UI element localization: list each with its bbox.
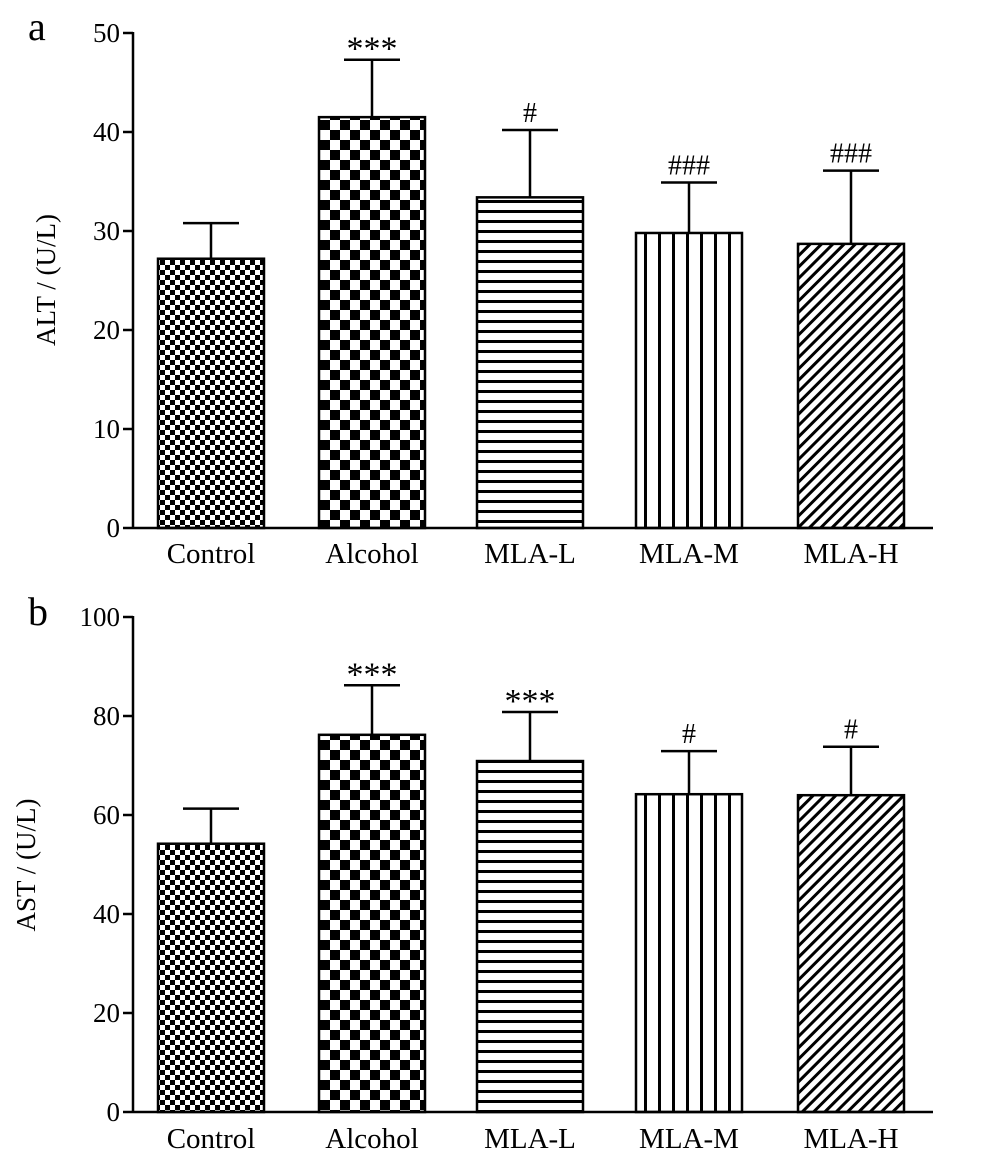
- significance-label: ***: [347, 31, 398, 68]
- significance-label: #: [682, 719, 696, 750]
- y-tick-label: 50: [93, 18, 120, 48]
- y-tick-label: 0: [107, 513, 121, 543]
- y-tick-label: 0: [107, 1097, 121, 1127]
- bar-mla-m: [634, 231, 744, 530]
- category-label: Control: [167, 1123, 256, 1155]
- bar-mla-h: [796, 793, 906, 1114]
- axes-b: [131, 616, 933, 1114]
- bar-mla-l: [475, 196, 585, 530]
- y-tick-label: 20: [93, 315, 120, 345]
- y-ticks-a: 0 10 20 30 40 50: [93, 18, 133, 543]
- category-labels-a: Control Alcohol MLA-L MLA-M MLA-H: [167, 538, 899, 570]
- bar-alcohol: [317, 115, 427, 530]
- y-tick-label: 100: [80, 602, 121, 632]
- significance-label: ***: [505, 683, 556, 720]
- bar-alcohol: [317, 733, 427, 1114]
- bar-mla-h: [796, 242, 906, 530]
- bar-mla-l: [475, 759, 585, 1114]
- y-ticks-b: 0 20 40 60 80 100: [80, 602, 133, 1127]
- y-tick-label: 10: [93, 414, 120, 444]
- panel-letter-b: b: [28, 589, 48, 634]
- panel-a: a ALT / (U/L) ***#### ### Control Alcohol M…: [28, 4, 933, 570]
- category-label: MLA-L: [484, 1123, 576, 1155]
- bar-mla-m: [634, 792, 744, 1114]
- y-axis-label-a: ALT / (U/L): [31, 214, 61, 346]
- category-label: MLA-M: [639, 538, 739, 570]
- error-bars-a: [183, 58, 879, 259]
- category-label: Alcohol: [325, 538, 418, 570]
- y-tick-label: 60: [93, 800, 120, 830]
- category-label: MLA-L: [484, 538, 576, 570]
- category-label: MLA-M: [639, 1123, 739, 1155]
- significance-labels-a: ***#### ###: [347, 31, 873, 182]
- significance-label: ###: [830, 139, 872, 170]
- y-tick-label: 80: [93, 701, 120, 731]
- significance-label: #: [523, 98, 537, 129]
- category-labels-b: Control Alcohol MLA-L MLA-M MLA-H: [167, 1123, 899, 1155]
- significance-label: ***: [347, 656, 398, 693]
- category-label: MLA-H: [803, 1123, 898, 1155]
- y-tick-label: 20: [93, 998, 120, 1028]
- category-label: Alcohol: [325, 1123, 418, 1155]
- panel-b: b AST / (U/L) *** *** # # Control Alcohol MLA…: [11, 589, 933, 1155]
- bar-control: [156, 842, 266, 1114]
- significance-label: #: [844, 715, 858, 746]
- y-tick-label: 30: [93, 216, 120, 246]
- y-tick-label: 40: [93, 117, 120, 147]
- significance-label: ###: [668, 150, 710, 181]
- bar-control: [156, 257, 266, 530]
- category-label: Control: [167, 538, 256, 570]
- y-tick-label: 40: [93, 899, 120, 929]
- significance-labels-b: *** *** # #: [347, 656, 859, 750]
- bars-b: [156, 733, 906, 1114]
- y-axis-label-b: AST / (U/L): [11, 799, 41, 932]
- panel-letter-a: a: [28, 4, 46, 49]
- axes-a: [131, 32, 933, 530]
- category-label: MLA-H: [803, 538, 898, 570]
- error-bars-b: [183, 684, 879, 844]
